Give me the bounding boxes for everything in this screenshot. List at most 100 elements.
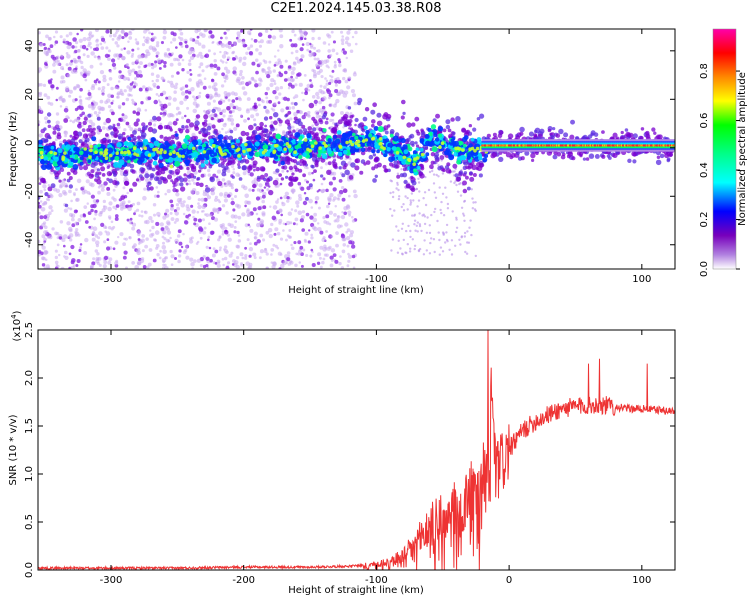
spectrogram-point bbox=[311, 36, 315, 41]
spectrogram-point bbox=[284, 114, 288, 118]
spectrogram-point bbox=[441, 231, 445, 234]
spectrogram-point bbox=[423, 191, 427, 194]
spectrogram-point bbox=[432, 238, 436, 241]
spectrogram-point bbox=[169, 249, 173, 254]
spectrogram-point bbox=[38, 120, 41, 125]
spectrogram-point bbox=[314, 110, 319, 115]
spectrogram-point bbox=[227, 160, 233, 166]
spectrogram-point bbox=[332, 253, 337, 257]
spectrogram-point bbox=[276, 73, 280, 77]
spectrogram-point bbox=[148, 31, 151, 35]
spectrogram-point bbox=[244, 204, 247, 208]
spectrogram-point bbox=[63, 183, 68, 188]
spectrogram-point bbox=[112, 126, 118, 132]
spectrogram-point bbox=[263, 105, 267, 109]
spectrogram-point bbox=[265, 230, 270, 235]
spectrogram-point bbox=[401, 222, 404, 225]
spectrogram-point bbox=[262, 205, 267, 210]
spectrogram-point bbox=[265, 133, 270, 138]
spectrogram-point bbox=[182, 200, 186, 204]
spectrogram-point bbox=[221, 178, 226, 182]
spectrogram-point bbox=[423, 215, 427, 218]
spectrogram-point bbox=[389, 129, 395, 134]
spectrogram-point bbox=[80, 65, 84, 70]
spectrogram-point bbox=[409, 168, 415, 174]
spectrogram-point bbox=[162, 249, 167, 254]
spectrogram-point bbox=[217, 198, 220, 202]
spectrogram-point bbox=[296, 161, 300, 166]
spectrogram-point bbox=[407, 224, 410, 228]
spectrogram-point bbox=[41, 222, 46, 228]
spectrogram-point bbox=[198, 73, 202, 77]
spectrogram-point bbox=[68, 176, 73, 180]
spectrogram-point bbox=[232, 171, 236, 175]
spectrogram-point bbox=[40, 207, 46, 212]
spectrogram-point bbox=[241, 86, 246, 90]
spectrogram-point bbox=[80, 60, 84, 65]
spectrogram-point bbox=[187, 179, 191, 183]
spectrogram-point bbox=[68, 89, 73, 94]
spectrogram-point bbox=[242, 171, 247, 176]
spectrogram-point bbox=[186, 70, 190, 74]
spectrogram-point bbox=[189, 257, 194, 262]
spectrogram-point bbox=[144, 173, 150, 179]
spectrogram-point bbox=[273, 55, 277, 58]
spectrogram-point bbox=[131, 98, 134, 102]
spectrogram-point bbox=[253, 104, 258, 109]
spectrogram-point bbox=[227, 98, 231, 102]
spectrogram-point bbox=[312, 69, 317, 74]
spectrogram-point bbox=[188, 122, 195, 128]
spectrogram-point bbox=[210, 117, 214, 121]
spectrogram-point bbox=[233, 92, 238, 97]
spectrogram-point bbox=[231, 263, 235, 266]
spectrogram-point bbox=[162, 215, 167, 220]
spectrogram-point bbox=[206, 108, 212, 114]
spectrogram-point bbox=[63, 130, 67, 134]
spectrogram-point bbox=[163, 263, 167, 267]
spectrogram-point bbox=[446, 207, 450, 210]
spectrogram-point bbox=[188, 182, 192, 186]
spectrogram-point bbox=[271, 264, 276, 269]
spectrogram-point bbox=[146, 265, 150, 269]
spectrogram-point bbox=[410, 187, 416, 192]
spectrogram-point bbox=[293, 102, 298, 106]
spectrogram-point bbox=[71, 223, 76, 228]
spectrogram-point bbox=[276, 198, 280, 201]
spectrogram-point bbox=[296, 204, 300, 208]
spectrogram-point bbox=[253, 236, 258, 240]
spectrogram-point bbox=[350, 162, 356, 168]
spectrogram-point bbox=[316, 57, 320, 61]
spectrogram-point bbox=[149, 186, 154, 191]
spectrogram-point bbox=[442, 214, 446, 217]
spectrogram-point bbox=[402, 209, 406, 212]
spectrogram-point bbox=[108, 178, 113, 184]
spectrogram-point bbox=[390, 249, 393, 252]
spectrogram-point bbox=[74, 221, 79, 226]
spectrogram-point bbox=[286, 234, 290, 238]
spectrogram-point bbox=[77, 55, 81, 60]
spectrogram-point bbox=[131, 48, 135, 52]
spectrogram-point bbox=[344, 169, 350, 176]
spectrogram-point bbox=[552, 154, 558, 160]
spectrogram-point bbox=[403, 179, 408, 185]
spectrogram-point bbox=[63, 191, 68, 196]
spectrogram-point bbox=[384, 168, 389, 173]
spectrogram-point bbox=[237, 163, 241, 167]
spectrogram-point bbox=[150, 62, 154, 66]
spectrogram-point bbox=[434, 154, 439, 160]
spectrogram-point bbox=[164, 256, 168, 260]
spectrogram-point bbox=[185, 182, 189, 186]
spectrogram-point bbox=[190, 262, 195, 267]
spectrogram-point bbox=[240, 80, 245, 85]
spectrogram-point bbox=[320, 90, 325, 95]
spectrogram-point bbox=[159, 92, 164, 97]
spectrogram-point bbox=[299, 245, 304, 250]
spectrogram-point bbox=[99, 42, 103, 46]
spectrogram-point bbox=[109, 70, 112, 74]
spectrogram-point bbox=[121, 113, 125, 117]
spectrogram-point bbox=[162, 114, 166, 118]
spectrogram-point bbox=[90, 208, 94, 213]
spectrogram-point bbox=[46, 135, 51, 140]
spectrogram-point bbox=[116, 96, 119, 99]
spectrogram-point bbox=[207, 173, 211, 177]
